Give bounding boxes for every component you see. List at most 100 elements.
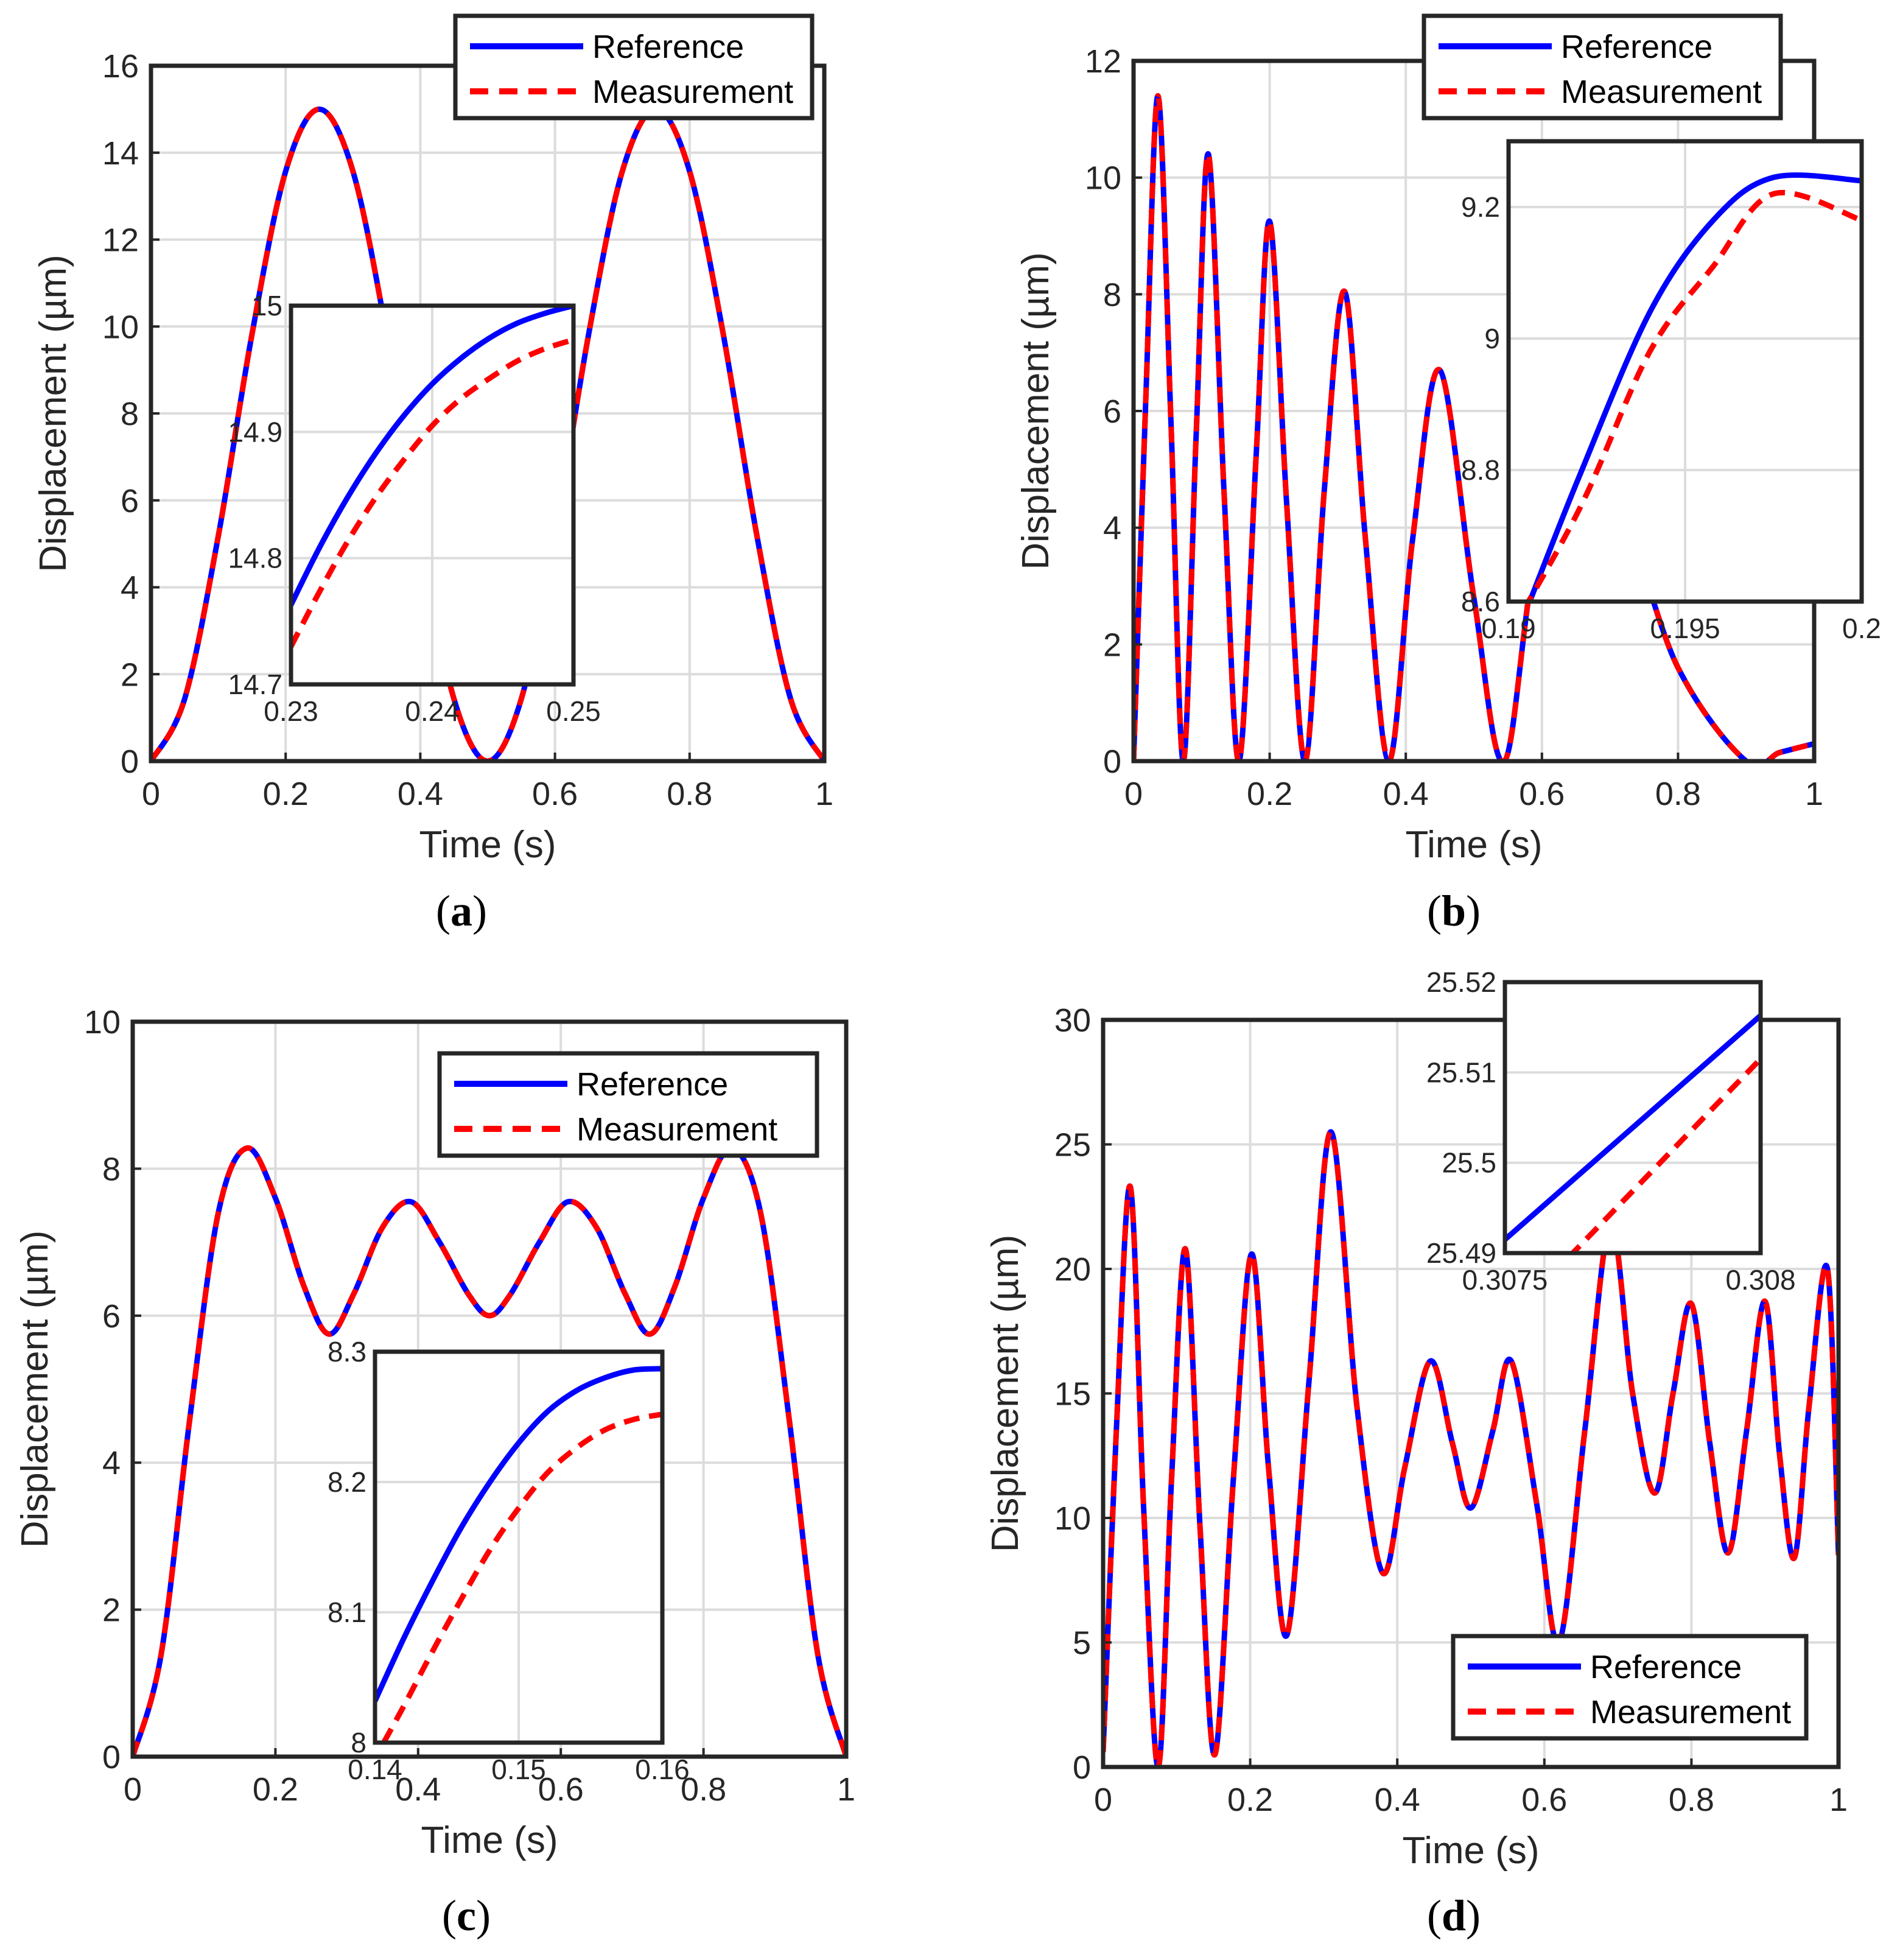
y-tick-label: 6 — [1103, 393, 1121, 430]
legend-box — [453, 13, 815, 121]
y-axis-label: Displacement (µm) — [14, 1231, 56, 1548]
inset-frame — [1506, 139, 1864, 604]
x-tick-label: 0 — [1124, 776, 1143, 812]
inset-series-line-measurement — [291, 337, 573, 648]
inset-x-tick-label: 0.2 — [1842, 613, 1881, 644]
inset-series-line-reference — [1505, 1013, 1761, 1242]
x-tick-label: 0.6 — [538, 1771, 584, 1808]
series-line-reference — [151, 106, 824, 761]
legend-label: Reference — [577, 1066, 728, 1103]
inset-y-tick-label: 15 — [251, 290, 282, 321]
legend: Reference Measurement — [437, 1051, 819, 1158]
x-tick-label: 1 — [837, 1771, 855, 1808]
x-tick-label: 0.6 — [1519, 776, 1565, 812]
y-tick-label: 4 — [121, 570, 139, 606]
y-tick-label: 8 — [1103, 276, 1121, 313]
y-tick-label: 10 — [102, 309, 139, 345]
y-tick-label: 10 — [1054, 1500, 1091, 1537]
inset-b: 0.19 0.195 0.2 8.6 8.8 9 9.2 — [1461, 139, 1881, 644]
inset-y-tick-label: 14.8 — [228, 543, 282, 574]
legend-label: Measurement — [577, 1111, 777, 1148]
y-tick-label: 2 — [121, 656, 139, 693]
y-tick-label: 12 — [1085, 43, 1121, 80]
x-tick-label: 0.4 — [1383, 776, 1429, 812]
inset-y-tick-label: 8.3 — [328, 1336, 366, 1368]
x-tick-label: 0.8 — [1655, 776, 1701, 812]
y-tick-label: 4 — [1103, 510, 1121, 547]
panel-caption: (c) — [442, 1891, 491, 1940]
y-tick-label: 5 — [1073, 1625, 1091, 1662]
series-line-measurement — [133, 1145, 846, 1757]
x-tick-label: 0.4 — [398, 776, 443, 812]
inset-d: 0.3075 0.308 25.49 25.5 25.51 25.52 — [1426, 966, 1796, 1296]
inset-x-tick-label: 0.24 — [405, 695, 460, 727]
legend: Reference Measurement — [1451, 1634, 1809, 1741]
inset-x-tick-label: 0.23 — [264, 695, 318, 727]
y-tick-label: 0 — [1073, 1749, 1091, 1786]
inset-frame — [1502, 980, 1763, 1256]
x-tick-label: 0 — [142, 776, 160, 812]
panel-caption: (d) — [1427, 1891, 1481, 1940]
x-tick-label: 0 — [124, 1771, 142, 1808]
legend-box — [437, 1051, 819, 1158]
x-tick-label: 0.6 — [532, 776, 578, 812]
inset-y-tick-label: 25.49 — [1426, 1237, 1496, 1269]
inset-x-tick-label: 0.14 — [348, 1754, 402, 1785]
inset-y-tick-label: 25.52 — [1426, 966, 1496, 998]
x-axis-label: Time (s) — [421, 1819, 558, 1861]
x-tick-label: 0 — [1094, 1782, 1112, 1818]
legend-label: Reference — [1590, 1649, 1742, 1685]
legend: Reference Measurement — [1421, 13, 1783, 121]
x-axis-label: Time (s) — [419, 824, 556, 866]
inset-y-tick-label: 8.1 — [328, 1596, 366, 1628]
y-tick-label: 0 — [121, 743, 139, 780]
x-tick-label: 0.4 — [1375, 1782, 1420, 1818]
legend-label: Measurement — [592, 74, 793, 110]
y-tick-label: 10 — [1085, 160, 1121, 197]
y-tick-label: 6 — [121, 483, 139, 519]
inset-frame — [373, 1349, 665, 1745]
inset-x-tick-label: 0.25 — [546, 695, 601, 727]
y-tick-label: 10 — [84, 1004, 121, 1041]
legend-label: Measurement — [1590, 1694, 1791, 1730]
y-tick-label: 0 — [1103, 743, 1121, 780]
inset-y-tick-label: 25.5 — [1442, 1147, 1496, 1179]
y-tick-label: 25 — [1054, 1127, 1091, 1164]
y-tick-label: 6 — [102, 1298, 121, 1335]
x-tick-label: 0.8 — [1669, 1782, 1714, 1818]
inset-area — [1505, 982, 1761, 1253]
axes-frame — [130, 1019, 849, 1759]
inset-x-tick-label: 0.3075 — [1462, 1264, 1548, 1296]
inset-y-tick-label: 8 — [351, 1727, 366, 1758]
panel-caption: (b) — [1427, 887, 1481, 935]
y-axis-label: Displacement (µm) — [984, 1235, 1026, 1553]
series-line-measurement — [1103, 1129, 1839, 1767]
legend-label: Reference — [592, 29, 744, 65]
inset-x-tick-label: 0.16 — [635, 1754, 690, 1785]
y-tick-label: 12 — [102, 222, 139, 259]
x-tick-label: 0.8 — [667, 776, 712, 812]
x-axis-label: Time (s) — [1403, 1830, 1540, 1872]
inset-y-tick-label: 14.9 — [228, 416, 282, 448]
y-axis-label: Displacement (µm) — [32, 255, 74, 572]
x-tick-label: 0.8 — [681, 1771, 726, 1808]
inset-x-tick-label: 0.19 — [1481, 613, 1536, 644]
inset-series-line-reference — [375, 1366, 662, 1702]
legend-label: Reference — [1561, 29, 1712, 65]
inset-series-line-measurement — [381, 1411, 662, 1743]
inset-x-tick-label: 0.195 — [1650, 613, 1720, 644]
inset-series-line-measurement — [1525, 190, 1862, 602]
x-axis-label: Time (s) — [1406, 824, 1543, 866]
x-tick-label: 0.2 — [1227, 1782, 1273, 1818]
y-tick-label: 0 — [102, 1739, 121, 1776]
inset-y-tick-label: 14.7 — [228, 669, 282, 700]
inset-series-line-reference — [291, 306, 573, 606]
inset-x-tick-label: 0.308 — [1725, 1264, 1795, 1296]
inset-x-tick-label: 0.15 — [491, 1754, 546, 1785]
legend-label: Measurement — [1561, 74, 1762, 110]
y-tick-label: 30 — [1054, 1002, 1091, 1039]
panel-caption: (a) — [436, 887, 487, 935]
